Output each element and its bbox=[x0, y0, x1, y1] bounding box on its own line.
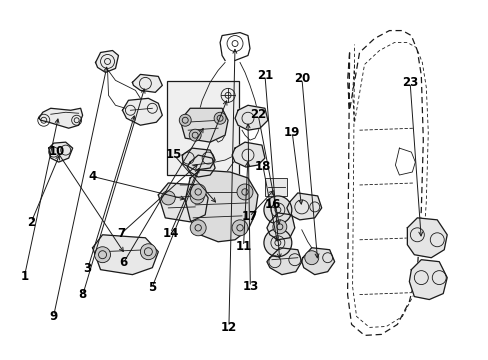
Text: 11: 11 bbox=[235, 240, 251, 253]
Polygon shape bbox=[301, 248, 334, 275]
Circle shape bbox=[190, 184, 206, 200]
Text: 18: 18 bbox=[254, 160, 271, 173]
Circle shape bbox=[232, 220, 247, 236]
Text: 14: 14 bbox=[162, 226, 178, 239]
Text: 17: 17 bbox=[241, 210, 257, 223]
Text: 10: 10 bbox=[49, 145, 65, 158]
Polygon shape bbox=[408, 260, 447, 300]
Text: 4: 4 bbox=[88, 170, 97, 183]
Polygon shape bbox=[407, 218, 447, 258]
Polygon shape bbox=[39, 108, 82, 128]
FancyBboxPatch shape bbox=[167, 81, 239, 175]
Polygon shape bbox=[286, 193, 321, 220]
Circle shape bbox=[190, 220, 206, 236]
Circle shape bbox=[264, 229, 291, 257]
Polygon shape bbox=[180, 108, 227, 142]
Polygon shape bbox=[235, 105, 267, 130]
Polygon shape bbox=[122, 98, 162, 125]
Polygon shape bbox=[187, 155, 215, 177]
Text: 13: 13 bbox=[242, 280, 258, 293]
Circle shape bbox=[304, 251, 318, 265]
Circle shape bbox=[214, 112, 225, 124]
Text: 19: 19 bbox=[284, 126, 300, 139]
Circle shape bbox=[190, 190, 203, 204]
Text: 1: 1 bbox=[20, 270, 28, 283]
Text: 3: 3 bbox=[83, 262, 92, 275]
Polygon shape bbox=[132, 75, 162, 92]
Polygon shape bbox=[182, 148, 215, 170]
Text: 6: 6 bbox=[120, 256, 127, 269]
Circle shape bbox=[237, 184, 252, 200]
Circle shape bbox=[161, 191, 175, 205]
Text: 7: 7 bbox=[118, 226, 125, 239]
Polygon shape bbox=[232, 142, 264, 167]
Polygon shape bbox=[266, 248, 301, 275]
Text: 23: 23 bbox=[401, 76, 417, 89]
Polygon shape bbox=[158, 183, 208, 222]
Circle shape bbox=[189, 129, 201, 141]
Circle shape bbox=[264, 196, 291, 224]
Polygon shape bbox=[266, 213, 294, 240]
Polygon shape bbox=[49, 142, 73, 162]
Text: 16: 16 bbox=[264, 198, 281, 211]
Circle shape bbox=[140, 244, 156, 260]
Text: 5: 5 bbox=[147, 281, 156, 294]
Text: 2: 2 bbox=[27, 216, 35, 229]
Circle shape bbox=[272, 220, 286, 234]
Text: 21: 21 bbox=[256, 69, 272, 82]
Text: 8: 8 bbox=[79, 288, 87, 301]
Polygon shape bbox=[92, 235, 158, 275]
Bar bbox=[264, 178, 286, 196]
Text: 9: 9 bbox=[49, 310, 58, 323]
Circle shape bbox=[94, 247, 110, 263]
Circle shape bbox=[179, 114, 191, 126]
Polygon shape bbox=[95, 50, 118, 72]
Text: 12: 12 bbox=[221, 320, 237, 333]
Polygon shape bbox=[185, 170, 258, 242]
Text: 22: 22 bbox=[249, 108, 266, 121]
Text: 15: 15 bbox=[165, 148, 182, 161]
Text: 20: 20 bbox=[293, 72, 309, 85]
